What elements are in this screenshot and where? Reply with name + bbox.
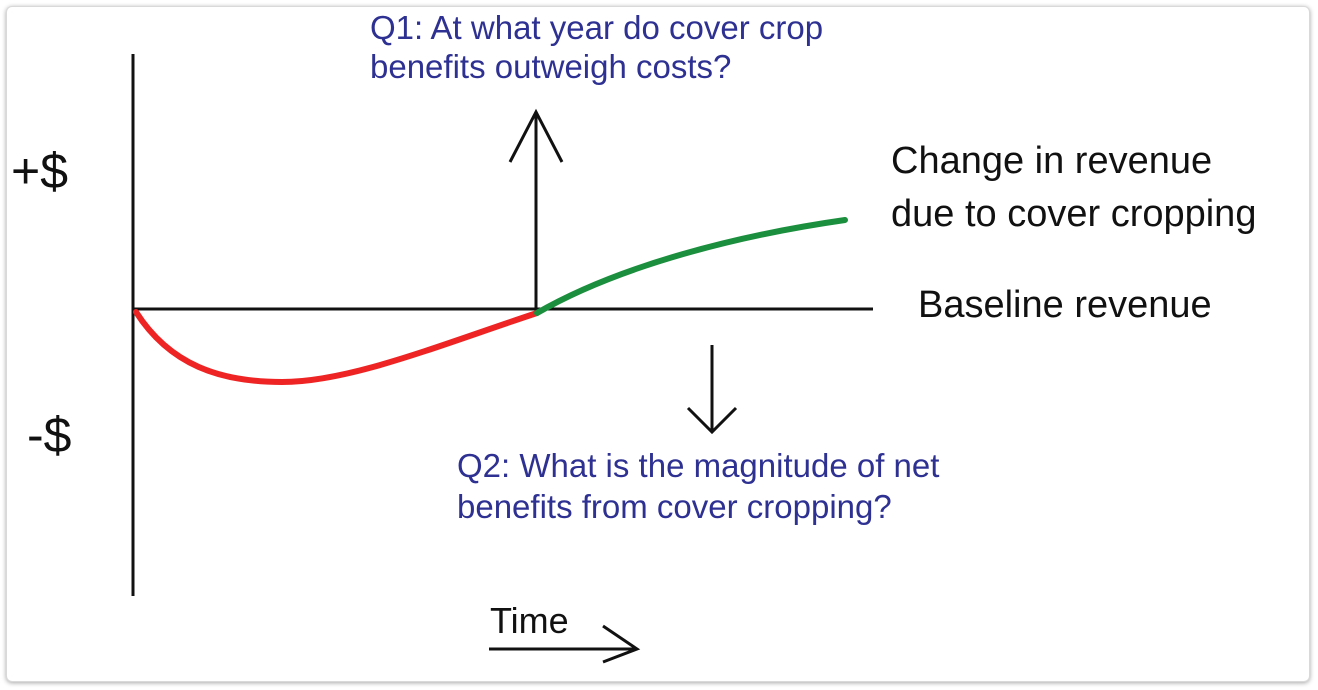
q1-up-arrow	[508, 108, 564, 309]
curve-label-line-1: Change in revenue	[891, 140, 1213, 182]
q2-question: Q2: What is the magnitude of net benefit…	[457, 449, 939, 523]
y-positive-label: +$	[11, 143, 69, 199]
q1-line-2: benefits outweigh costs?	[370, 48, 732, 85]
curve-label: Change in revenue due to cover cropping	[891, 142, 1256, 233]
x-axis-label: Time	[490, 600, 569, 641]
q2-down-arrow	[686, 345, 738, 435]
q1-question: Q1: At what year do cover crop benefits …	[370, 11, 823, 83]
q2-line-1: Q2: What is the magnitude of net	[457, 447, 940, 484]
curve-positive-segment	[534, 217, 848, 316]
curve-negative-segment	[133, 309, 540, 386]
baseline-label: Baseline revenue	[918, 284, 1212, 326]
time-arrow	[489, 624, 641, 664]
figure-frame	[6, 6, 1310, 682]
y-negative-label: -$	[27, 407, 72, 463]
q1-line-1: Q1: At what year do cover crop	[370, 9, 824, 46]
q2-line-2: benefits from cover cropping?	[457, 488, 892, 525]
curve-label-line-2: due to cover cropping	[891, 193, 1257, 235]
